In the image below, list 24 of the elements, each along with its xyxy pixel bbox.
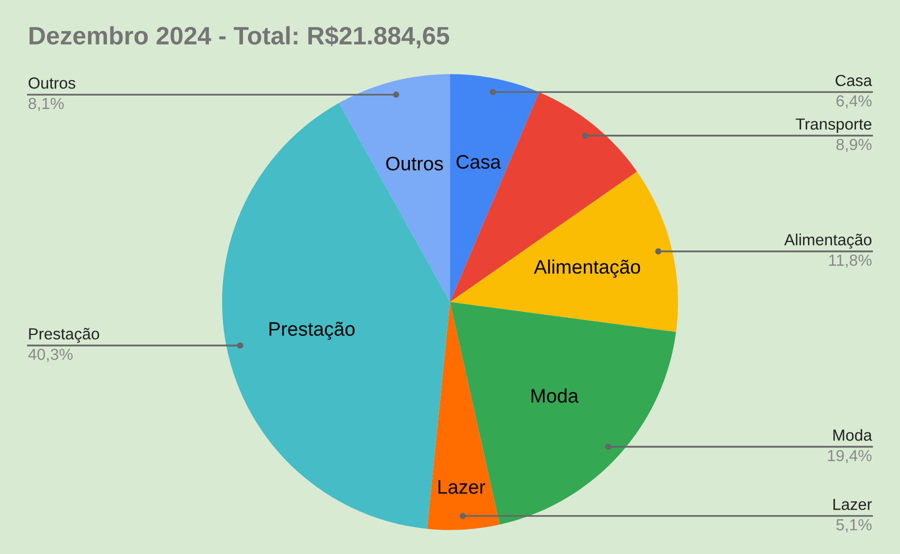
data-label: 19,4% (828, 450, 872, 464)
slice-label: Casa (836, 74, 872, 86)
slice-label: Moda (833, 429, 872, 441)
pie-slice (427, 302, 500, 530)
pie-slice (338, 74, 450, 302)
slice-label: Alimentação (534, 260, 640, 278)
data-label: 8,1% (28, 98, 64, 112)
data-label: 11,8% (829, 254, 872, 268)
slice-label: Alimentação (784, 234, 872, 249)
slice-label: Outros (28, 77, 76, 89)
slice-label: Lazer (833, 498, 872, 510)
data-label: 6,4% (836, 95, 872, 108)
slice-label: Lazer (438, 480, 486, 494)
slice-label: Outros (386, 156, 443, 170)
data-label: 8,9% (836, 138, 872, 152)
slice-label: Transporte (796, 118, 872, 133)
data-label: 5,1% (836, 519, 872, 532)
slice-label: Casa (456, 154, 501, 169)
slice-label: Moda (532, 388, 579, 403)
data-label: 40,3% (28, 348, 73, 362)
chart-title: Dezembro 2024 - Total: R$21.884,65 (30, 26, 450, 48)
pie-slice (450, 172, 678, 332)
slice-label: Prestação (269, 322, 355, 340)
slice-label: Prestação (29, 328, 100, 343)
